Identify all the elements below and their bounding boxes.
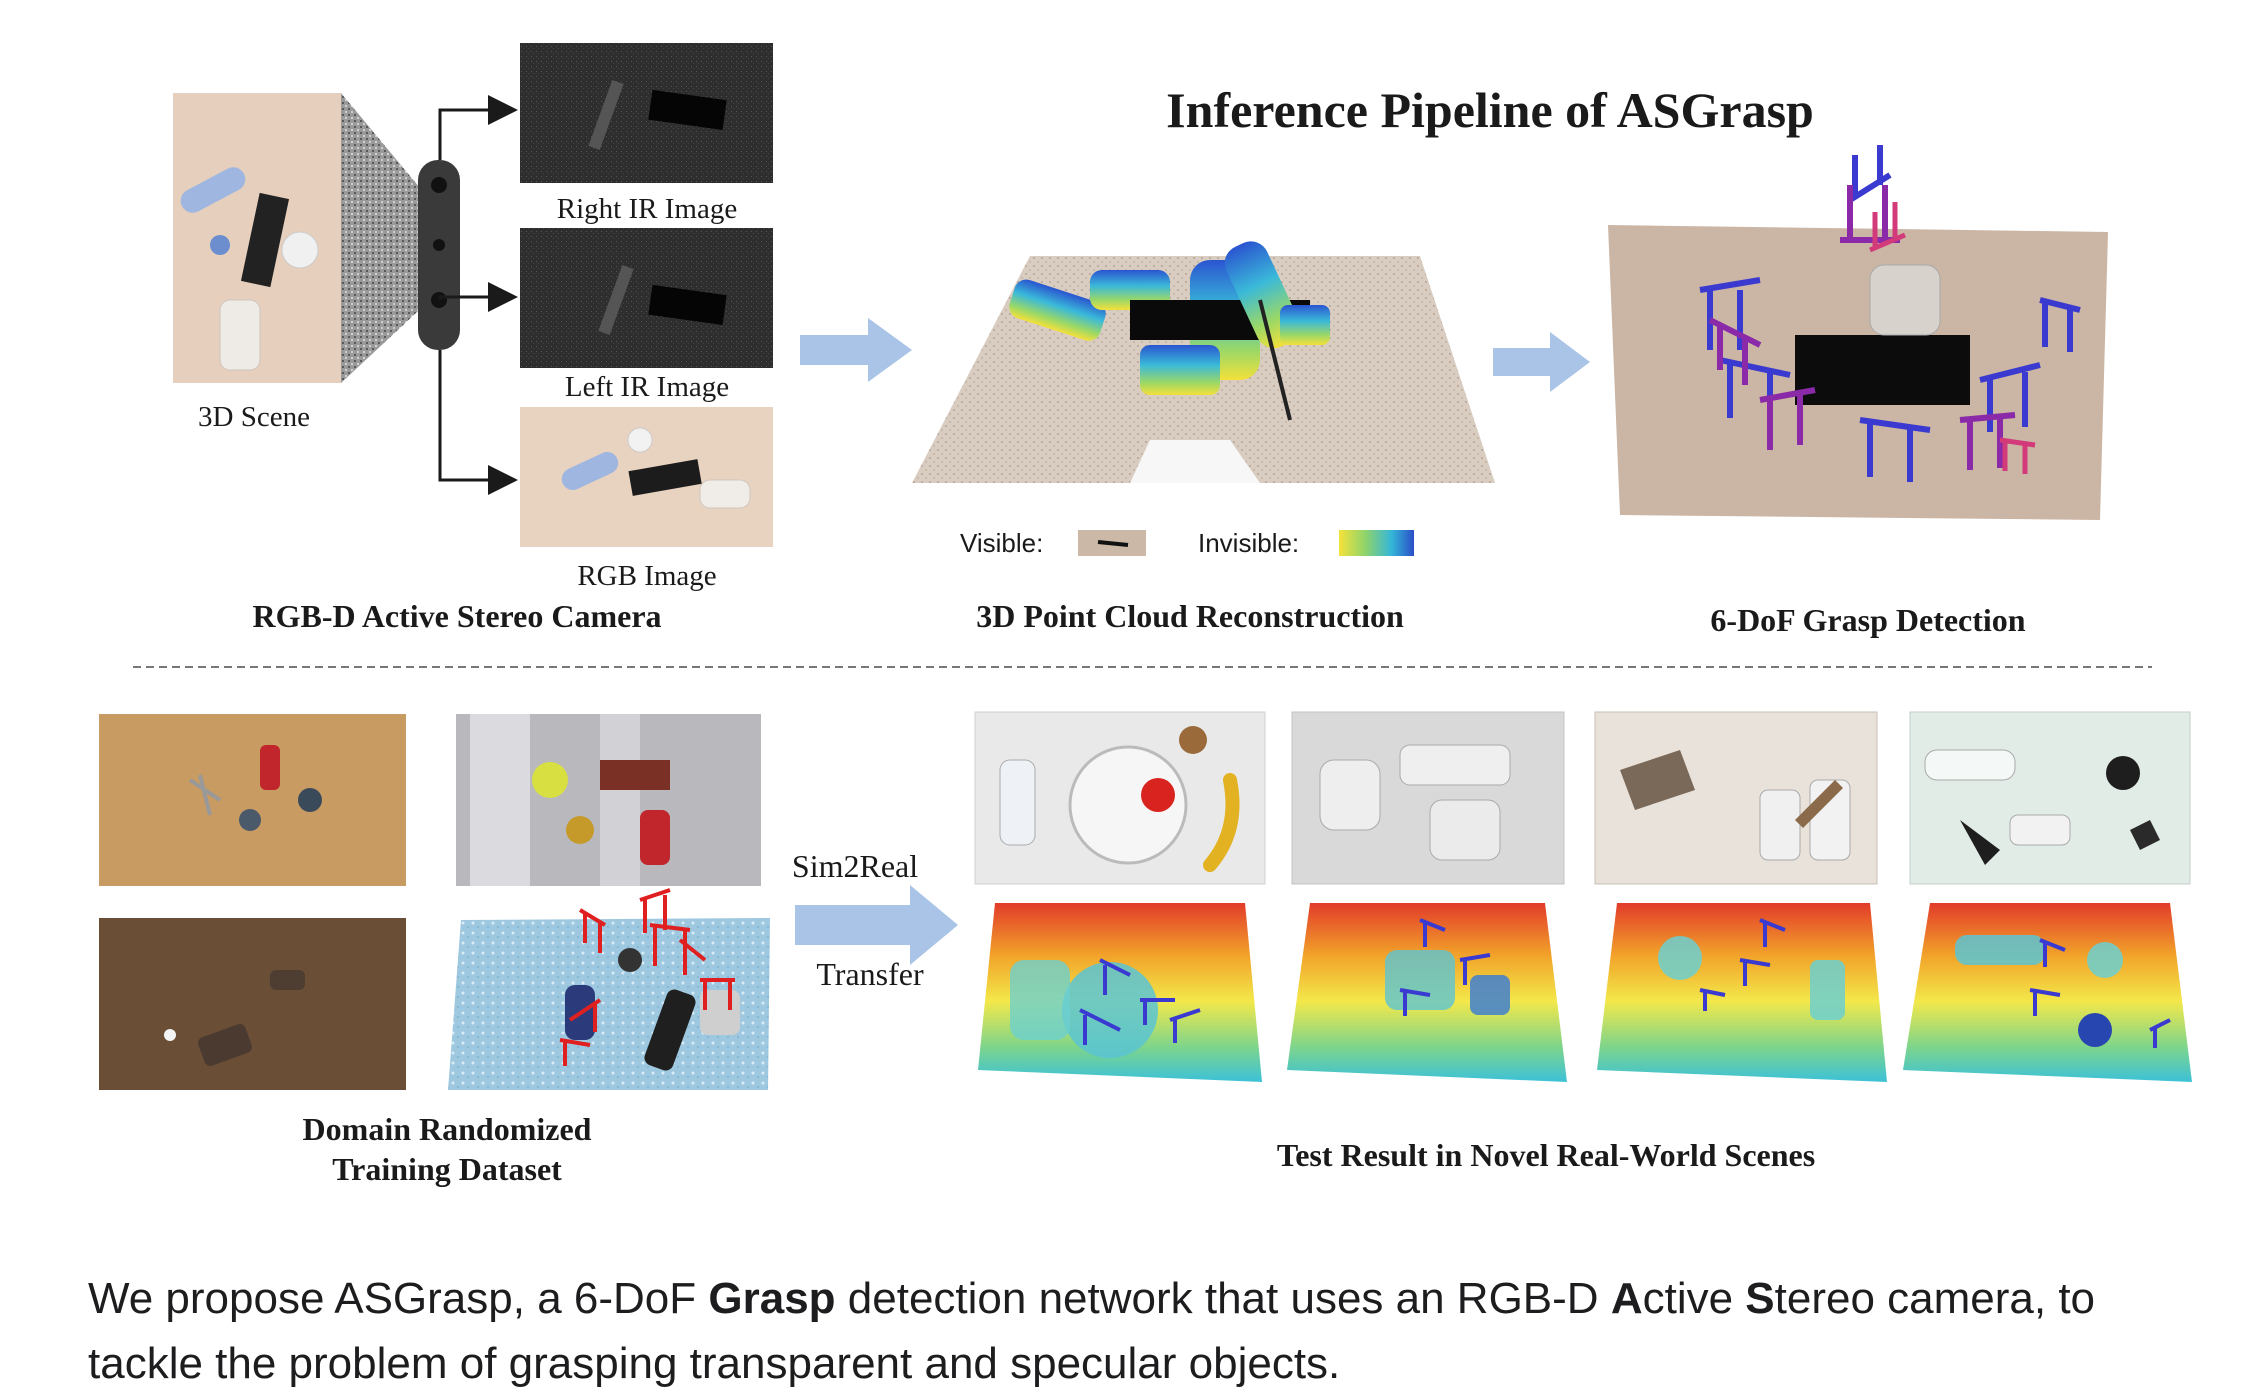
test-photo-2	[1291, 711, 1565, 885]
point-cloud-reconstruction	[912, 241, 1495, 483]
invisible-legend-swatch	[1339, 530, 1414, 556]
transfer-label: Transfer	[816, 956, 924, 992]
reconstruction-section-label: 3D Point Cloud Reconstruction	[976, 598, 1404, 634]
pipeline-arrow-1	[800, 318, 912, 382]
camera-section-label: RGB-D Active Stereo Camera	[252, 598, 661, 634]
training-image-4-with-grasps	[448, 888, 770, 1090]
caption-bold-grasp: Grasp	[708, 1274, 836, 1323]
figure-title: Inference Pipeline of ASGrasp	[1166, 82, 1814, 138]
test-section-label: Test Result in Novel Real-World Scenes	[1277, 1137, 1815, 1173]
invisible-legend-label: Invisible:	[1198, 528, 1299, 558]
test-depth-2	[1287, 903, 1567, 1082]
right-ir-label: Right IR Image	[557, 193, 737, 225]
caption-text-2: detection network that uses an RGB-D	[835, 1274, 1611, 1323]
caption-text-1: We propose ASGrasp, a 6-DoF	[88, 1274, 709, 1323]
test-depth-1	[978, 903, 1262, 1082]
caption-bold-s: S	[1745, 1274, 1775, 1323]
training-label-line2: Training Dataset	[332, 1151, 562, 1187]
training-label-line1: Domain Randomized	[303, 1111, 592, 1147]
camera-device-icon	[418, 160, 460, 350]
left-ir-label: Left IR Image	[565, 371, 729, 403]
test-depth-3	[1597, 903, 1887, 1082]
right-ir-image	[520, 43, 773, 183]
training-image-1	[99, 714, 406, 886]
test-photo-1	[974, 711, 1266, 885]
grasp-section-label: 6-DoF Grasp Detection	[1710, 602, 2025, 638]
test-photo-3	[1594, 711, 1878, 885]
camera-output-arrows	[438, 95, 518, 495]
test-photo-4	[1909, 711, 2191, 885]
grasp-detection-view	[1608, 145, 2108, 520]
figure-caption: We propose ASGrasp, a 6-DoF Grasp detect…	[88, 1266, 2208, 1396]
training-image-3	[99, 918, 406, 1090]
caption-text-3: ctive	[1642, 1274, 1746, 1323]
scene-label: 3D Scene	[198, 401, 310, 433]
camera-frustum	[341, 93, 430, 383]
visible-legend-swatch	[1078, 530, 1146, 556]
scene-photo	[173, 93, 341, 383]
pipeline-arrow-2	[1493, 332, 1590, 392]
visible-legend-label: Visible:	[960, 528, 1043, 558]
caption-text-4: tereo camera, to tackle the problem of g…	[88, 1274, 2096, 1388]
rgb-image	[520, 407, 773, 547]
test-depth-4	[1903, 903, 2192, 1082]
left-ir-image	[520, 228, 773, 368]
sim2real-label: Sim2Real	[792, 848, 918, 884]
rgb-image-label: RGB Image	[577, 560, 716, 592]
sim2real-arrow	[795, 885, 958, 965]
caption-bold-a: A	[1610, 1274, 1643, 1323]
training-image-2	[456, 714, 761, 886]
